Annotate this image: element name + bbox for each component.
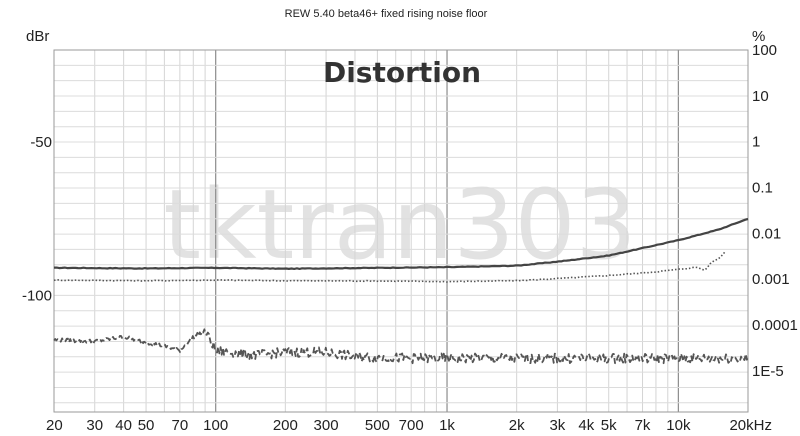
series-line-solid [54, 217, 749, 270]
chart-title: REW 5.40 beta46+ fixed rising noise floo… [285, 8, 488, 20]
series-line-dashed [53, 328, 749, 365]
x-tick-label: 20 [46, 417, 63, 434]
x-tick-label: 5k [601, 417, 617, 434]
grid [53, 50, 749, 412]
series-group [53, 217, 749, 365]
x-tick-label: 300 [314, 417, 339, 434]
x-tick-label: 500 [365, 417, 390, 434]
chart-watermark: tktran303 [163, 169, 636, 281]
x-tick-label: 50 [138, 417, 155, 434]
left-tick-label: -100 [22, 287, 52, 304]
x-tick-label: 1k [439, 417, 455, 434]
series-line-dotted [53, 250, 727, 283]
chart-heading: Distortion [323, 56, 481, 89]
x-tick-label: 100 [203, 417, 228, 434]
right-tick-label: 0.1 [752, 179, 773, 196]
x-tick-label: 40 [115, 417, 132, 434]
right-tick-label: 1 [752, 134, 760, 151]
x-tick-label: 3k [549, 417, 565, 434]
left-axis-ticks: -50 -100 [22, 134, 52, 304]
x-axis-ticks: 20 30 40 50 70 100 200 300 500 700 1k 2k 3k 4k 5k 7k 10k… [46, 417, 772, 434]
x-tick-label: 7k [635, 417, 651, 434]
right-tick-label: 0.01 [752, 225, 781, 242]
right-tick-label: 0.0001 [752, 317, 798, 334]
left-axis-label: dBr [26, 28, 49, 45]
right-tick-label: 0.001 [752, 271, 790, 288]
x-tick-label: 2k [509, 417, 525, 434]
right-axis-label: % [752, 28, 765, 45]
right-tick-label: 10 [752, 88, 769, 105]
x-tick-label: 700 [399, 417, 424, 434]
plot-frame [53, 49, 749, 413]
x-tick-label: 200 [273, 417, 298, 434]
right-tick-label: 1E-5 [752, 363, 784, 380]
right-axis-ticks: 100 10 1 0.1 0.01 0.001 0.0001 1E-5 [752, 42, 798, 380]
left-tick-label: -50 [30, 134, 52, 151]
x-tick-label: 4k [578, 417, 594, 434]
x-tick-label: 30 [86, 417, 103, 434]
x-tick-label: 20kHz [729, 417, 772, 434]
x-tick-label: 10k [666, 417, 691, 434]
x-tick-label: 70 [172, 417, 189, 434]
right-tick-label: 100 [752, 42, 777, 59]
